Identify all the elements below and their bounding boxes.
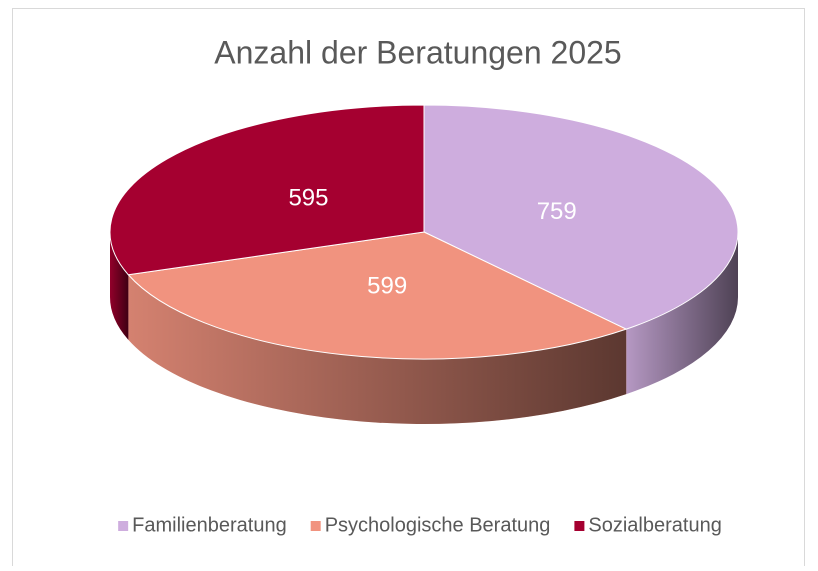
legend-label: Sozialberatung (588, 514, 721, 536)
legend-marker (574, 521, 585, 531)
legend-label: Psychologische Beratung (325, 514, 551, 536)
data-label: 595 (288, 184, 328, 211)
data-label: 599 (367, 273, 407, 300)
pie-side-shade (626, 232, 738, 395)
legend-label: Familienberatung (132, 514, 287, 536)
data-label: 759 (537, 198, 577, 225)
chart-title: Anzahl der Beratungen 2025 (214, 34, 621, 70)
legend-marker (310, 521, 321, 531)
pie-slice (423, 104, 739, 330)
pie-slice (109, 104, 425, 276)
pie-side-shade (110, 232, 129, 340)
legend-marker (118, 521, 129, 531)
pie-slice (127, 231, 628, 360)
pie-side-shade (128, 274, 627, 424)
